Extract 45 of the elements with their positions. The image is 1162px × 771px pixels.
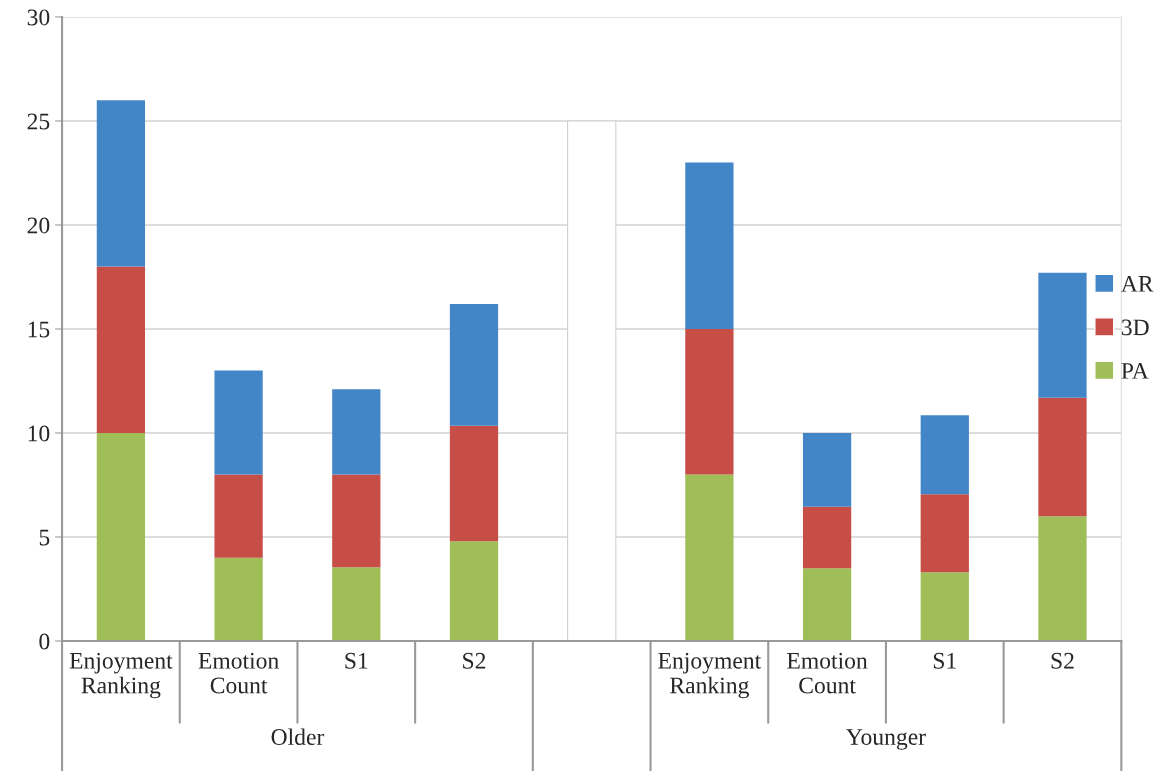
x-tick-label: Emotion Count	[787, 652, 868, 694]
bar	[214, 370, 263, 475]
x-tick-label: S2	[463, 652, 486, 669]
x-tick-label: Enjoyment Ranking	[658, 652, 762, 699]
bar	[332, 389, 381, 475]
bar	[214, 474, 263, 558]
bar	[332, 474, 381, 568]
bar	[1038, 272, 1087, 398]
bar	[685, 474, 734, 642]
bar	[96, 432, 146, 642]
legend-label: AR	[1121, 275, 1154, 292]
bar	[685, 328, 734, 475]
y-tick-label: 10	[28, 425, 50, 442]
bar	[685, 162, 734, 329]
bar	[96, 266, 146, 433]
bar	[920, 494, 969, 573]
y-tick-label: 25	[27, 113, 50, 130]
x-tick-label: S1	[933, 652, 956, 669]
bar	[96, 100, 146, 267]
x-tick-label: S1	[345, 652, 368, 669]
x-tick-label: S2	[1051, 652, 1074, 669]
x-tick-label: Emotion Count	[198, 652, 279, 694]
text: Younger	[846, 729, 926, 750]
bar	[802, 568, 852, 642]
bar	[449, 304, 499, 426]
y-tick-label: 30	[27, 9, 50, 26]
bar	[332, 567, 381, 642]
y-tick-label: 0	[39, 633, 50, 650]
text: Older	[271, 728, 325, 745]
bar	[920, 572, 969, 642]
bar	[449, 541, 499, 642]
y-tick-label: 20	[27, 217, 50, 234]
bar	[1038, 397, 1087, 517]
bar	[802, 432, 852, 507]
legend-label: 3D	[1121, 319, 1149, 336]
bar	[567, 120, 617, 642]
bar	[920, 415, 969, 495]
bar	[1038, 516, 1087, 642]
bar	[214, 557, 263, 642]
bar	[449, 425, 499, 542]
y-tick-label: 15	[28, 321, 50, 338]
legend-label: PA	[1121, 363, 1149, 379]
y-tick-label: 5	[39, 529, 50, 546]
bar	[802, 506, 852, 569]
x-tick-label: Enjoyment Ranking	[69, 652, 173, 699]
